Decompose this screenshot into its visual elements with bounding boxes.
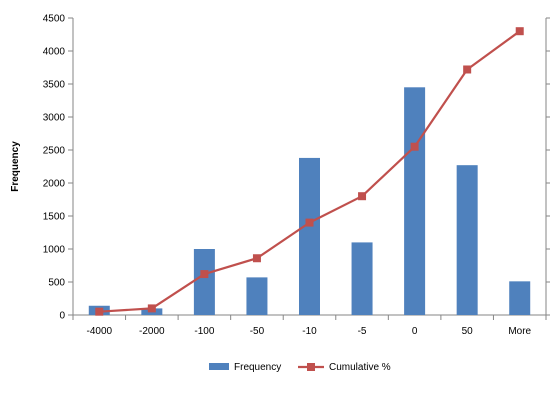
bar-frequency: [404, 87, 425, 315]
y-tick-label: 500: [48, 278, 65, 289]
y-tick-label: 4000: [43, 47, 66, 58]
x-tick-label: More: [508, 326, 531, 337]
x-tick-label: -10: [302, 326, 317, 337]
y-axis-title: Frequency: [10, 141, 21, 192]
y-tick-label: 3500: [43, 80, 66, 91]
bar-frequency: [299, 158, 320, 315]
y-tick-label: 1500: [43, 212, 66, 223]
bar-frequency: [509, 281, 530, 315]
point-cumulative-percent: [253, 254, 261, 262]
bar-frequency: [194, 249, 215, 315]
x-tick-label: 0: [412, 326, 418, 337]
x-tick-label: -5: [358, 326, 367, 337]
legend-cumulative-label: Cumulative %: [329, 362, 391, 373]
y-tick-label: 4500: [43, 14, 66, 25]
x-tick-label: 50: [462, 326, 474, 337]
bar-frequency: [246, 277, 267, 315]
legend-frequency-label: Frequency: [234, 362, 281, 373]
point-cumulative-percent: [200, 270, 208, 278]
x-tick-label: -2000: [139, 326, 165, 337]
y-tick-label: 3000: [43, 113, 66, 124]
bar-frequency: [352, 242, 373, 315]
point-cumulative-percent: [411, 143, 419, 151]
point-cumulative-percent: [358, 192, 366, 200]
x-tick-label: -50: [250, 326, 265, 337]
y-tick-label: 2500: [43, 146, 66, 157]
y-tick-label: 1000: [43, 245, 66, 256]
y-tick-label: 0: [59, 311, 65, 322]
point-cumulative-percent: [95, 308, 103, 316]
x-tick-label: -4000: [86, 326, 112, 337]
legend-cumulative-marker: [307, 363, 315, 371]
point-cumulative-percent: [148, 304, 156, 312]
legend-frequency-swatch: [209, 363, 229, 370]
point-cumulative-percent: [516, 27, 524, 35]
point-cumulative-percent: [306, 219, 314, 227]
legend: Frequency Cumulative %: [209, 362, 391, 373]
plot-area: 050010001500200025003000350040004500-400…: [43, 14, 550, 338]
bar-frequency: [457, 165, 478, 315]
point-cumulative-percent: [463, 65, 471, 73]
x-tick-label: -100: [194, 326, 214, 337]
y-tick-label: 2000: [43, 179, 66, 190]
